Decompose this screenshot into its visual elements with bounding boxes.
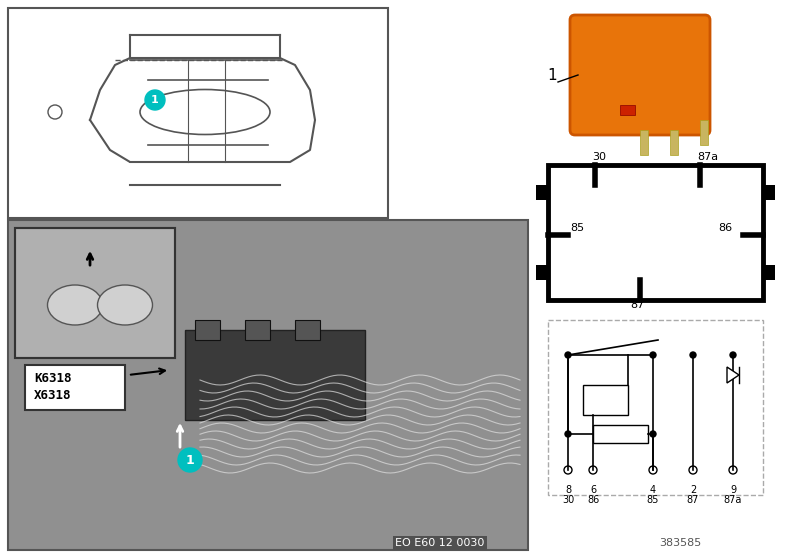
Text: 87: 87 — [630, 300, 644, 310]
Text: 86: 86 — [587, 495, 599, 505]
Ellipse shape — [98, 285, 153, 325]
Bar — [245, 320, 270, 340]
Bar — [640, 130, 648, 155]
Bar — [15, 228, 175, 358]
Text: X6318: X6318 — [34, 389, 71, 402]
Text: 87: 87 — [687, 495, 699, 505]
Ellipse shape — [47, 285, 102, 325]
Text: 2: 2 — [690, 485, 696, 495]
Bar — [583, 385, 628, 415]
Bar — [295, 320, 320, 340]
Text: 1: 1 — [186, 454, 194, 466]
Text: 85: 85 — [647, 495, 659, 505]
FancyBboxPatch shape — [570, 15, 710, 135]
Circle shape — [650, 431, 656, 437]
Text: 85: 85 — [570, 223, 584, 233]
Bar — [763, 265, 775, 280]
Bar — [185, 330, 365, 420]
Text: EO E60 12 0030: EO E60 12 0030 — [395, 538, 485, 548]
Circle shape — [730, 352, 736, 358]
Bar — [763, 185, 775, 200]
Circle shape — [565, 431, 571, 437]
Text: 87a: 87a — [724, 495, 742, 505]
Circle shape — [178, 448, 202, 472]
Bar — [25, 365, 125, 410]
Text: 86: 86 — [718, 223, 732, 233]
Bar — [536, 265, 548, 280]
Text: 9: 9 — [730, 485, 736, 495]
Bar — [15, 228, 175, 358]
Bar — [8, 8, 388, 218]
Circle shape — [650, 352, 656, 358]
Circle shape — [145, 90, 165, 110]
Bar — [700, 120, 708, 145]
Circle shape — [690, 352, 696, 358]
Text: 87a: 87a — [697, 152, 718, 162]
Bar — [536, 185, 548, 200]
Bar — [8, 220, 528, 550]
Text: 1: 1 — [547, 68, 557, 83]
Text: 30: 30 — [592, 152, 606, 162]
Text: 383585: 383585 — [659, 538, 701, 548]
Text: 4: 4 — [650, 485, 656, 495]
Text: 6: 6 — [590, 485, 596, 495]
Text: 30: 30 — [562, 495, 574, 505]
Text: 8: 8 — [565, 485, 571, 495]
Polygon shape — [727, 367, 739, 383]
Bar — [620, 105, 635, 115]
Bar — [670, 130, 678, 155]
Bar — [548, 165, 763, 300]
Bar — [593, 425, 648, 443]
Bar — [195, 320, 220, 340]
Text: 1: 1 — [151, 95, 159, 105]
Text: K6318: K6318 — [34, 372, 71, 385]
Bar — [548, 320, 763, 495]
Circle shape — [565, 352, 571, 358]
